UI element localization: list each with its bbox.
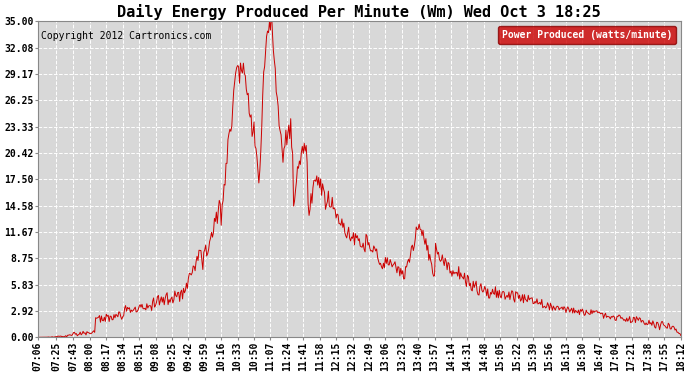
Legend: Power Produced (watts/minute): Power Produced (watts/minute) xyxy=(497,26,676,44)
Title: Daily Energy Produced Per Minute (Wm) Wed Oct 3 18:25: Daily Energy Produced Per Minute (Wm) We… xyxy=(117,4,601,20)
Text: Copyright 2012 Cartronics.com: Copyright 2012 Cartronics.com xyxy=(41,31,211,41)
